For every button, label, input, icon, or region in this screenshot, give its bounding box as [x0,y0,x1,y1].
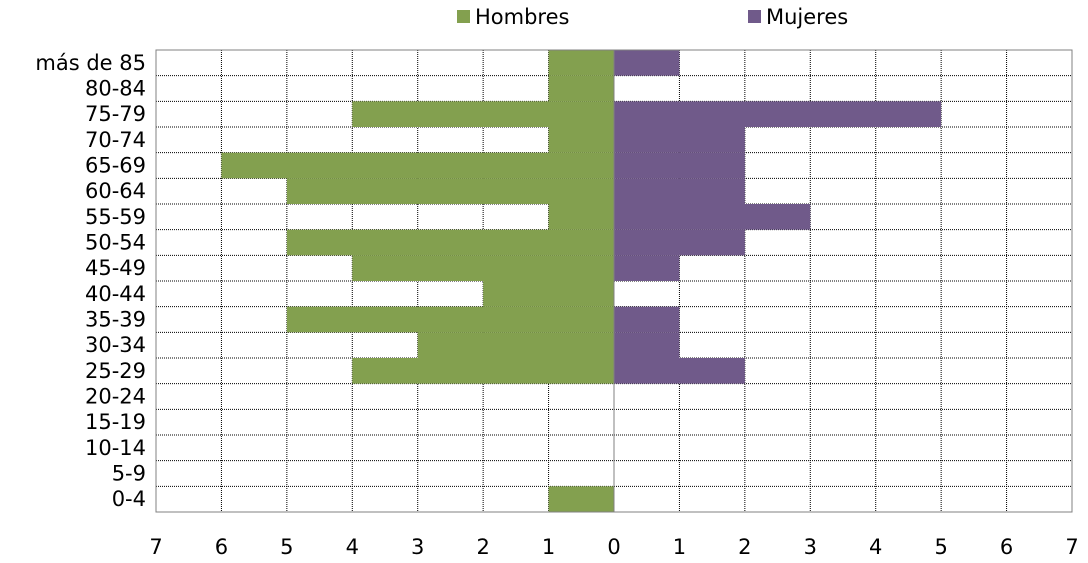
bar [614,358,745,384]
bar [548,204,614,230]
y-tick-label: 35-39 [85,308,146,332]
x-tick-label: 5 [934,535,947,559]
y-tick-label: 25-29 [85,359,146,383]
bar [483,281,614,307]
legend-swatch [457,10,470,23]
y-tick-label: 60-64 [85,179,146,203]
bar [286,229,614,256]
bar [352,358,614,384]
x-tick-label: 1 [673,535,686,559]
x-tick-label: 4 [346,535,359,559]
x-tick-label: 5 [280,535,293,559]
legend-label: Mujeres [766,5,848,29]
bar [614,255,680,281]
legend-swatch [748,10,761,23]
y-tick-label: 80-84 [85,77,146,101]
bar [286,306,614,333]
bar [614,152,745,179]
bar [286,178,614,204]
bar [614,229,745,256]
x-tick-label: 3 [804,535,817,559]
y-tick-label: 15-19 [85,410,146,434]
bar [614,332,680,358]
y-tick-label: 10-14 [85,436,146,460]
bar [548,127,614,153]
bar [352,101,614,127]
bar [614,101,942,127]
x-tick-label: 2 [476,535,489,559]
x-tick-label: 4 [869,535,882,559]
x-tick-label: 7 [1065,535,1078,559]
bar [614,178,745,204]
x-tick-label: 1 [542,535,555,559]
y-tick-label: 55-59 [85,205,146,229]
x-tick-label: 0 [607,535,620,559]
bar [548,486,614,512]
y-tick-label: 20-24 [85,385,146,409]
x-tick-label: 6 [215,535,228,559]
bar [614,204,811,230]
x-tick-label: 7 [149,535,162,559]
x-tick-label: 3 [411,535,424,559]
y-tick-label: más de 85 [35,51,146,75]
bar [614,127,745,153]
y-tick-label: 75-79 [85,102,146,126]
bar [614,306,680,333]
x-tick-label: 6 [1000,535,1013,559]
bar [614,50,680,76]
y-tick-label: 40-44 [85,282,146,306]
x-tick-label: 2 [738,535,751,559]
bar [417,332,614,358]
legend-label: Hombres [475,5,569,29]
y-tick-label: 0-4 [112,487,146,511]
bar [548,75,614,102]
bar [221,152,614,179]
y-tick-label: 45-49 [85,256,146,280]
bar [548,50,614,76]
y-tick-label: 5-9 [112,462,146,486]
bar [352,255,614,281]
y-tick-label: 30-34 [85,333,146,357]
y-tick-label: 70-74 [85,128,146,152]
y-tick-label: 50-54 [85,231,146,255]
y-tick-label: 65-69 [85,154,146,178]
